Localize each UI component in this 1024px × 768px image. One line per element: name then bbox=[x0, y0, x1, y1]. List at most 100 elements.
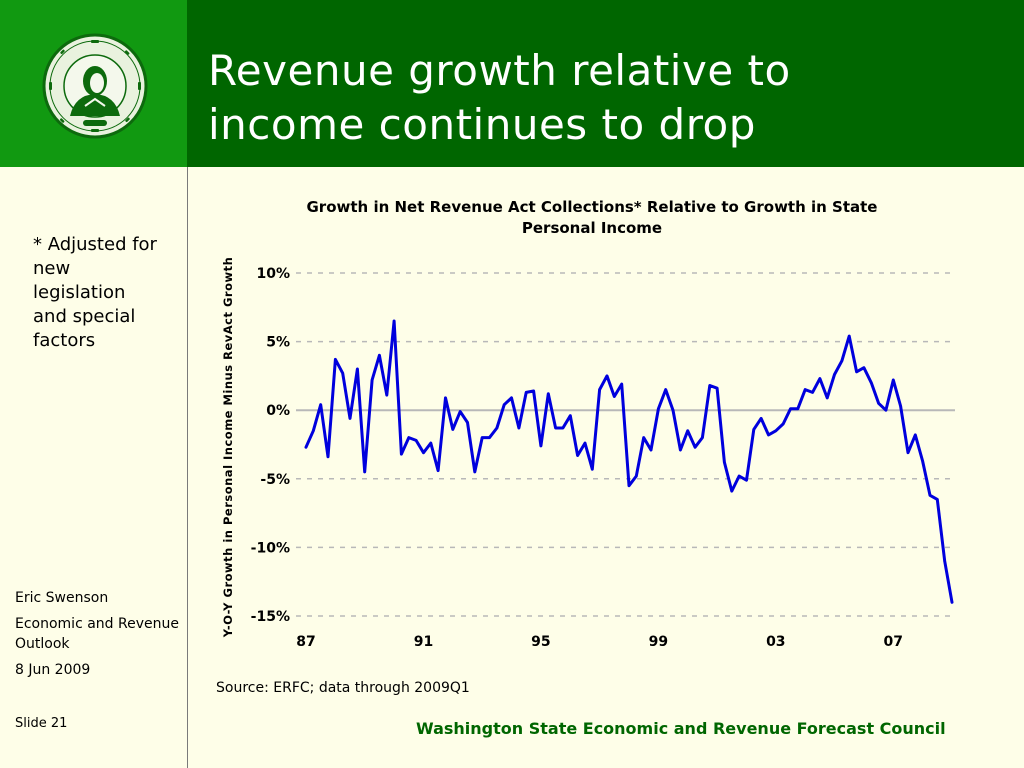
chart-title: Growth in Net Revenue Act Collections* R… bbox=[306, 198, 878, 237]
data-point bbox=[811, 391, 814, 394]
data-point bbox=[803, 388, 807, 391]
data-point bbox=[539, 444, 543, 448]
department: Economic and Revenue Outlook bbox=[15, 616, 179, 652]
data-point bbox=[679, 448, 682, 452]
data-point bbox=[671, 409, 675, 412]
data-point bbox=[686, 429, 689, 432]
data-point bbox=[378, 354, 381, 357]
data-point bbox=[752, 428, 755, 431]
data-point bbox=[892, 378, 895, 382]
data-point bbox=[620, 382, 623, 386]
data-point bbox=[928, 494, 932, 497]
data-point bbox=[715, 387, 719, 390]
data-point bbox=[422, 451, 425, 454]
data-point bbox=[569, 414, 572, 417]
data-point bbox=[745, 478, 748, 482]
data-point bbox=[392, 319, 396, 323]
x-tick-label: 91 bbox=[414, 634, 433, 650]
slide-title-line-1: Revenue growth relative to bbox=[208, 46, 791, 95]
y-tick-label: -5% bbox=[260, 472, 290, 488]
data-point bbox=[488, 436, 491, 439]
x-tick-label: 99 bbox=[649, 634, 668, 650]
data-point bbox=[517, 426, 521, 430]
data-point bbox=[605, 374, 609, 378]
data-point bbox=[348, 417, 352, 420]
data-point bbox=[848, 334, 851, 338]
data-point bbox=[510, 396, 513, 400]
data-point bbox=[532, 389, 535, 393]
data-point bbox=[723, 461, 726, 464]
data-point bbox=[554, 426, 557, 430]
series-line bbox=[304, 319, 954, 604]
data-point bbox=[921, 459, 924, 463]
data-point bbox=[789, 407, 792, 411]
data-point bbox=[458, 410, 462, 413]
data-point bbox=[767, 433, 770, 437]
data-point bbox=[870, 381, 873, 384]
author-name: Eric Swenson bbox=[15, 590, 109, 606]
y-tick-label: -15% bbox=[251, 609, 290, 625]
data-point bbox=[319, 403, 322, 406]
data-point bbox=[503, 403, 506, 406]
data-point bbox=[833, 373, 836, 376]
data-point bbox=[598, 388, 601, 391]
data-point bbox=[759, 417, 763, 420]
data-point bbox=[914, 433, 917, 437]
data-point bbox=[664, 388, 667, 391]
data-point bbox=[737, 474, 741, 478]
data-point bbox=[708, 384, 711, 387]
data-point bbox=[826, 396, 829, 400]
data-point bbox=[583, 441, 587, 445]
data-point bbox=[547, 392, 550, 395]
data-point bbox=[370, 378, 374, 382]
data-point bbox=[480, 436, 484, 439]
data-point bbox=[400, 452, 403, 456]
footer-org: Washington State Economic and Revenue Fo… bbox=[416, 719, 946, 738]
data-point bbox=[451, 428, 455, 431]
data-point bbox=[407, 436, 410, 439]
data-point bbox=[312, 429, 315, 432]
data-point bbox=[414, 439, 418, 442]
data-point bbox=[943, 559, 946, 563]
data-point bbox=[363, 470, 366, 474]
data-point bbox=[693, 446, 697, 449]
data-point bbox=[341, 371, 344, 375]
data-point bbox=[840, 359, 844, 363]
data-point bbox=[326, 455, 330, 459]
data-point bbox=[730, 489, 733, 493]
adjustment-note: * Adjusted for new legislation and speci… bbox=[33, 234, 157, 351]
y-tick-label: 5% bbox=[266, 335, 290, 351]
data-point bbox=[525, 391, 528, 394]
data-point bbox=[701, 436, 704, 439]
data-point bbox=[385, 393, 388, 397]
data-point bbox=[561, 426, 565, 430]
data-point bbox=[649, 448, 653, 452]
x-tick-label: 07 bbox=[884, 634, 903, 650]
x-tick-label: 87 bbox=[296, 634, 315, 650]
header-bar: Revenue growth relative to income contin… bbox=[0, 0, 1024, 167]
data-point bbox=[936, 498, 939, 501]
data-point bbox=[877, 402, 880, 405]
seal-panel bbox=[0, 0, 187, 167]
x-tick-label: 03 bbox=[766, 634, 785, 650]
data-point bbox=[444, 396, 447, 400]
y-tick-label: -10% bbox=[251, 540, 290, 556]
data-point bbox=[862, 366, 866, 369]
y-tick-label: 10% bbox=[256, 266, 290, 282]
washington-state-seal-icon bbox=[42, 33, 148, 139]
data-point bbox=[642, 436, 645, 439]
data-point bbox=[884, 409, 888, 412]
data-point bbox=[657, 407, 660, 411]
slide-title-line-2: income continues to drop bbox=[208, 100, 756, 149]
data-point bbox=[473, 470, 477, 474]
data-point bbox=[304, 446, 308, 449]
data-point bbox=[781, 422, 785, 426]
data-point bbox=[950, 601, 954, 604]
data-point bbox=[429, 441, 432, 445]
data-point bbox=[906, 451, 910, 454]
data-point bbox=[627, 484, 631, 487]
slide-title: Revenue growth relative to income contin… bbox=[208, 44, 1008, 152]
data-point bbox=[576, 454, 579, 457]
data-point bbox=[774, 429, 778, 432]
